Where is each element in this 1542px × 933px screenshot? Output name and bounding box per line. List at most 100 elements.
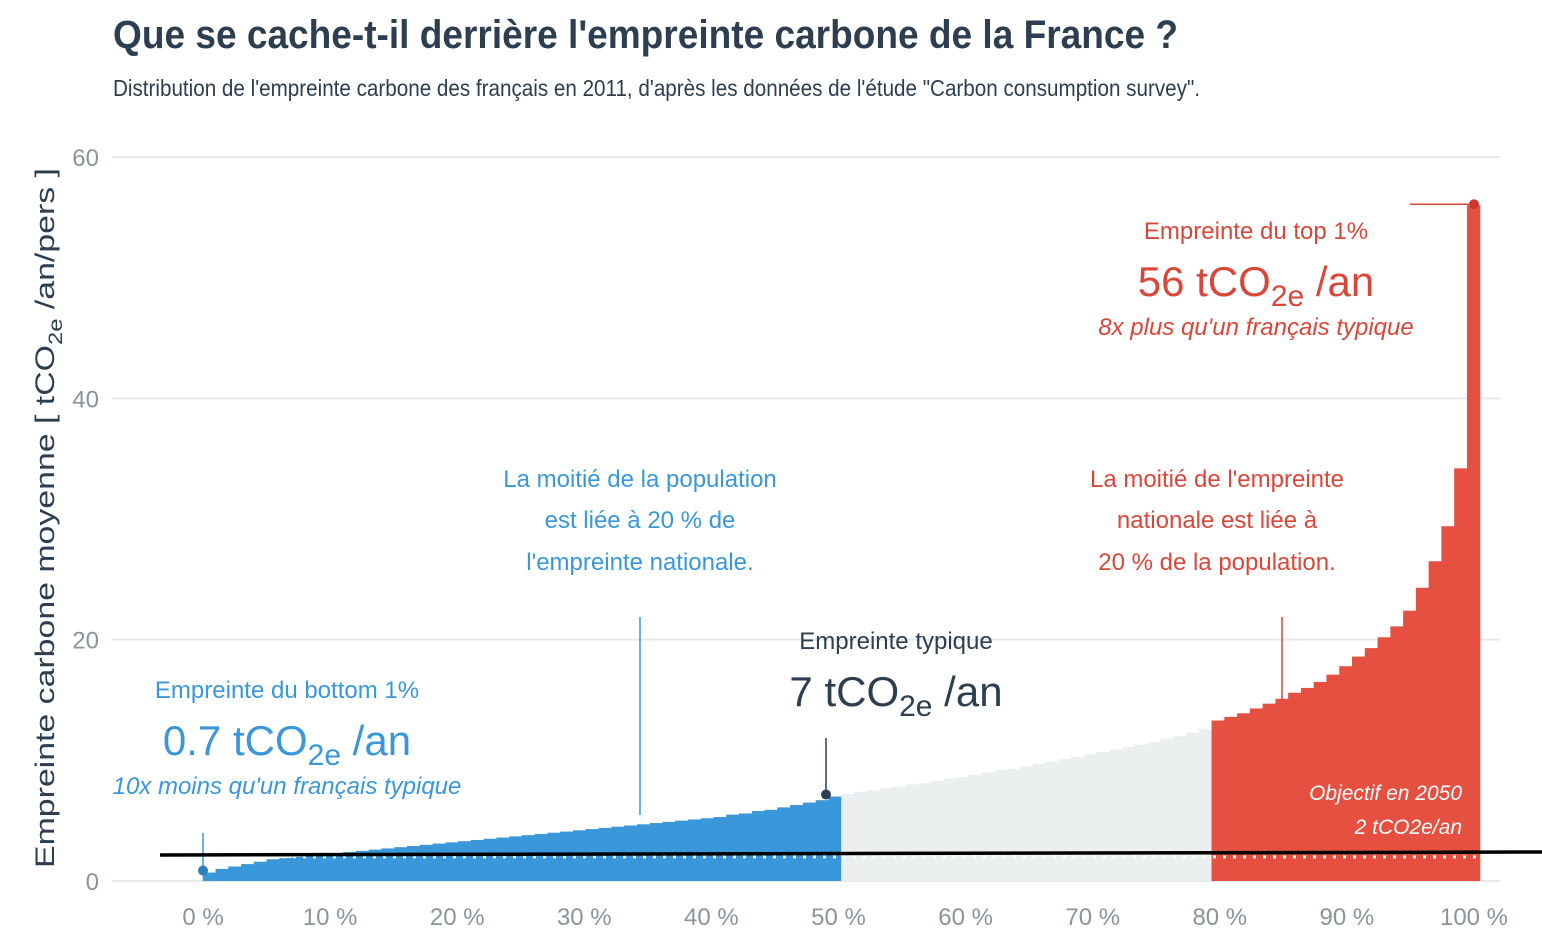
y-tick-label: 20 [72, 628, 99, 655]
bar-middle-61 [981, 772, 996, 881]
bar-bottom50-11 [343, 852, 357, 881]
bar-bottom50-13 [368, 849, 383, 881]
bar-top20-95 [1415, 587, 1430, 881]
bar-top20-88 [1326, 674, 1340, 881]
x-tick-label: 10 % [303, 904, 358, 931]
bar-bottom50-38 [687, 819, 702, 881]
bar-top20-90 [1352, 656, 1366, 881]
bar-top20-89 [1339, 666, 1353, 881]
bar-top20-82 [1249, 708, 1264, 881]
bar-bottom50-23 [496, 837, 510, 881]
bar-bottom50-40 [713, 817, 727, 881]
bar-top20-81 [1237, 713, 1251, 881]
x-tick-label: 40 % [684, 904, 739, 931]
x-axis-ticks: 0 % 10 % 20 % 30 % 40 % 50 % 60 % 70 % 80 % 90 % 1… [182, 904, 1508, 931]
x-tick-label: 90 % [1320, 904, 1375, 931]
reference-label-line2: 2 tCO2e/an [1354, 816, 1462, 839]
bar-bottom50-46 [790, 804, 804, 881]
annotation-typical: Empreinte typique 7 tCO2e /an [789, 628, 1003, 800]
chart-subtitle: Distribution de l'empreinte carbone des … [113, 75, 1200, 101]
bar-bottom50-9 [317, 854, 331, 881]
bar-middle-64 [1019, 766, 1034, 881]
bar-top20-85 [1288, 692, 1302, 881]
overlay-black-line [159, 850, 1542, 857]
bar-top20-93 [1390, 626, 1404, 881]
bar-middle-74 [1147, 742, 1162, 881]
annotation-top: Empreinte du top 1% 56 tCO2e /an 8x plus… [1098, 199, 1479, 341]
bar-bottom50-10 [330, 853, 344, 881]
bar-middle-56 [917, 783, 932, 881]
bar-bottom50-44 [764, 809, 778, 881]
bar-bottom50-7 [292, 856, 306, 881]
bar-top20-98 [1454, 468, 1468, 881]
x-tick-label: 20 % [430, 904, 485, 931]
bars [202, 205, 1481, 881]
bar-middle-72 [1122, 747, 1136, 881]
bar-middle-59 [956, 777, 970, 881]
bar-top20-94 [1403, 610, 1417, 881]
marker-top [1469, 199, 1479, 210]
bar-bottom50-49 [828, 796, 842, 881]
bar-middle-75 [1160, 738, 1174, 881]
bar-bottom50-21 [470, 839, 485, 881]
x-tick-label: 30 % [557, 904, 612, 931]
x-tick-label: 70 % [1065, 904, 1120, 931]
bar-middle-78 [1198, 728, 1213, 881]
bar-bottom50-28 [560, 831, 574, 881]
x-tick-label: 0 % [182, 904, 223, 931]
annotation-bottom-note: 10x moins qu'un français typique [113, 773, 462, 800]
bar-bottom50-8 [304, 855, 319, 881]
bar-bottom50-36 [662, 821, 676, 881]
bar-bottom50-18 [432, 843, 446, 881]
bar-middle-51 [853, 791, 868, 881]
annotation-half-population-line3: l'empreinte nationale. [526, 549, 753, 576]
bar-middle-60 [968, 774, 983, 881]
bar-middle-65 [1032, 763, 1047, 881]
bar-bottom50-17 [419, 844, 434, 881]
bar-bottom50-45 [777, 807, 791, 881]
bar-middle-67 [1058, 759, 1072, 881]
bar-bottom50-0 [202, 872, 217, 881]
y-tick-label: 0 [86, 869, 99, 896]
bar-middle-54 [892, 786, 906, 881]
bar-top20-83 [1262, 703, 1276, 881]
bar-middle-58 [943, 778, 957, 881]
annotation-half-population-line2: est liée à 20 % de [545, 507, 736, 534]
bar-middle-53 [879, 788, 893, 881]
bar-middle-57 [930, 780, 944, 881]
y-axis-label: Empreinte carbone moyenne [ tCO2e /an/pe… [30, 168, 67, 868]
bar-bottom50-16 [407, 846, 421, 881]
bar-bottom50-3 [241, 864, 255, 881]
bar-top20-84 [1275, 698, 1289, 881]
bar-bottom50-12 [355, 850, 370, 881]
y-tick-label: 60 [72, 145, 99, 172]
bar-bottom50-47 [802, 802, 817, 881]
bar-middle-77 [1185, 732, 1200, 881]
y-axis-ticks: 0 20 40 60 [72, 145, 99, 896]
bar-middle-66 [1045, 761, 1059, 881]
bar-top20-97 [1441, 526, 1455, 881]
annotation-typical-title: Empreinte typique [799, 628, 992, 655]
annotation-top-value: 56 tCO2e /an [1138, 258, 1375, 313]
annotation-top-note: 8x plus qu'un français typique [1098, 314, 1413, 341]
bar-bottom50-25 [521, 835, 536, 881]
annotation-bottom: Empreinte du bottom 1% 0.7 tCO2e /an 10x… [113, 677, 462, 876]
bar-middle-55 [905, 784, 919, 881]
annotation-half-footprint-line2: nationale est liée à [1117, 507, 1318, 534]
annotation-half-population: La moitié de la population est liée à 20… [503, 466, 777, 815]
bar-bottom50-22 [483, 838, 498, 881]
marker-typical [821, 789, 831, 800]
bar-top20-87 [1313, 681, 1328, 881]
chart-title: Que se cache-t-il derrière l'empreinte c… [113, 13, 1178, 57]
bar-top20-80 [1224, 716, 1238, 881]
bar-bottom50-42 [739, 813, 753, 881]
bar-middle-69 [1083, 754, 1098, 881]
bar-bottom50-26 [534, 833, 549, 881]
bar-bottom50-41 [726, 814, 740, 881]
bar-bottom50-15 [394, 847, 408, 881]
bar-middle-63 [1007, 768, 1021, 881]
bar-top20-92 [1377, 637, 1391, 881]
bar-bottom50-6 [279, 858, 293, 881]
annotation-half-footprint-line1: La moitié de l'empreinte [1090, 466, 1344, 493]
bar-bottom50-48 [815, 800, 830, 881]
